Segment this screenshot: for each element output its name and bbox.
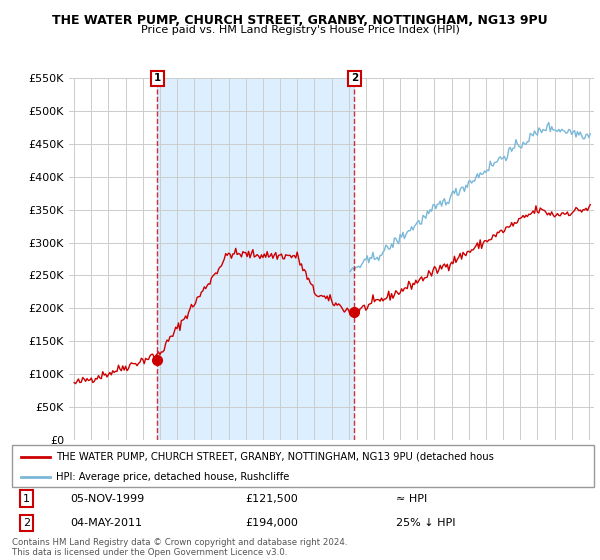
Text: 2: 2	[351, 73, 358, 83]
Text: ≈ HPI: ≈ HPI	[396, 493, 427, 503]
Text: 1: 1	[154, 73, 161, 83]
Text: 1: 1	[23, 493, 30, 503]
Text: Contains HM Land Registry data © Crown copyright and database right 2024.
This d: Contains HM Land Registry data © Crown c…	[12, 538, 347, 557]
FancyBboxPatch shape	[12, 445, 594, 487]
Text: 2: 2	[23, 519, 30, 528]
Text: £194,000: £194,000	[245, 519, 298, 528]
Text: THE WATER PUMP, CHURCH STREET, GRANBY, NOTTINGHAM, NG13 9PU (detached hous: THE WATER PUMP, CHURCH STREET, GRANBY, N…	[56, 452, 494, 462]
Text: Price paid vs. HM Land Registry's House Price Index (HPI): Price paid vs. HM Land Registry's House …	[140, 25, 460, 35]
Text: £121,500: £121,500	[245, 493, 298, 503]
Text: THE WATER PUMP, CHURCH STREET, GRANBY, NOTTINGHAM, NG13 9PU: THE WATER PUMP, CHURCH STREET, GRANBY, N…	[52, 14, 548, 27]
Text: 05-NOV-1999: 05-NOV-1999	[70, 493, 145, 503]
Text: HPI: Average price, detached house, Rushcliffe: HPI: Average price, detached house, Rush…	[56, 472, 289, 482]
Bar	[157, 78, 355, 440]
Text: 04-MAY-2011: 04-MAY-2011	[70, 519, 142, 528]
Text: 25% ↓ HPI: 25% ↓ HPI	[396, 519, 455, 528]
